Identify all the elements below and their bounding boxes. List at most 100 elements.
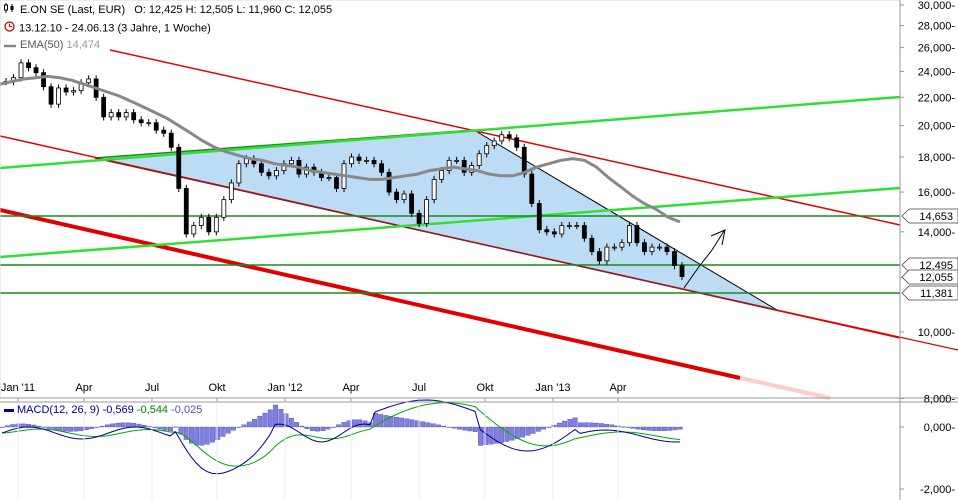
macd-histogram-bar — [89, 426, 94, 429]
upper-red-channel — [109, 49, 901, 226]
macd-histogram-bar — [41, 426, 47, 428]
macd-name: MACD(12, 26, 9) — [17, 404, 100, 416]
candle-body — [627, 225, 632, 244]
candle-body — [491, 140, 497, 147]
candle-body — [506, 134, 512, 139]
candle-body — [273, 170, 279, 177]
candle-icon — [4, 3, 16, 17]
macd-histogram-bar — [478, 426, 483, 446]
macd-histogram-bar — [577, 422, 583, 428]
price-label-text: 14,653 — [919, 211, 953, 223]
candle-body — [649, 246, 655, 253]
ema-label: EMA(50) — [20, 39, 64, 51]
macd-histogram-bar — [551, 424, 557, 428]
y-tick-label: 10,000- — [918, 327, 956, 339]
macd-histogram-bar — [530, 426, 536, 434]
lower-red-channel-ext — [776, 309, 958, 351]
macd-histogram-bar — [399, 417, 405, 428]
price-label-text: 12,055 — [919, 272, 953, 284]
macd-histogram-bar — [194, 426, 200, 446]
candle-body — [258, 163, 264, 173]
macd-histogram-bar — [677, 426, 683, 430]
legend-ema: EMA(50) 14,474 — [4, 38, 100, 52]
candle-body — [574, 225, 580, 227]
macd-histogram-bar — [183, 426, 189, 440]
x-tick-label: Jul — [412, 382, 426, 394]
candle-body — [41, 72, 46, 88]
macd-main-line — [1, 399, 681, 475]
y-tick-label: 20,000- — [918, 121, 956, 133]
candle-body — [416, 212, 422, 224]
chart-title: E.ON SE (Last, EUR) — [20, 4, 126, 16]
candle-body — [431, 178, 437, 201]
macd-histogram-bar — [488, 426, 494, 445]
x-tick-label: Apr — [75, 382, 92, 394]
y-tick-label: 14,000- — [918, 227, 956, 239]
candle-body — [394, 191, 399, 201]
macd-histogram-bar — [441, 425, 447, 428]
macd-histogram-bar — [614, 425, 620, 428]
macd-histogram-bar — [556, 422, 562, 428]
ema-line — [0, 74, 681, 224]
macd-histogram-bar — [462, 426, 468, 431]
macd-histogram-bar — [204, 426, 210, 445]
macd-histogram-bar — [125, 422, 131, 428]
macd-panel — [0, 399, 683, 475]
macd-histogram-bar — [451, 426, 457, 429]
macd-histogram-bar — [357, 419, 363, 428]
macd-histogram-bar — [583, 422, 589, 428]
macd-histogram-bar — [409, 419, 415, 428]
macd-histogram-bar — [36, 425, 42, 428]
candle-body — [521, 146, 527, 175]
candle-body — [604, 246, 610, 262]
y-tick-label: 16,000- — [918, 187, 956, 199]
macd-histogram-bar — [525, 426, 531, 436]
candle-body — [581, 225, 587, 239]
macd-histogram-bar — [599, 423, 604, 428]
candle-body — [454, 159, 460, 162]
candle-body — [379, 163, 384, 173]
macd-histogram-bar — [278, 409, 284, 428]
macd-histogram-bar — [388, 416, 394, 428]
macd-histogram-bar — [162, 426, 168, 431]
y-tick-label: 22,000- — [918, 92, 956, 104]
macd-histogram-bar — [425, 422, 431, 428]
candle-body — [634, 225, 640, 244]
candle-body — [439, 170, 445, 180]
candle-body — [56, 87, 61, 105]
candle-body — [123, 112, 129, 118]
ohlc-values: O: 12,425 H: 12,505 L: 11,960 C: 12,055 — [134, 4, 333, 16]
macd-value-2: -0,544 — [136, 404, 169, 416]
clock-icon — [4, 21, 15, 36]
macd-histogram-bar — [641, 426, 646, 431]
macd-histogram-bar — [294, 422, 299, 428]
macd-histogram-bar — [115, 422, 121, 428]
macd-histogram-bar — [52, 426, 58, 430]
macd-histogram-bar — [656, 426, 662, 431]
x-tick-label: Apr — [609, 382, 626, 394]
macd-histogram-bar — [330, 426, 336, 428]
macd-histogram-bar — [57, 426, 63, 431]
macd-histogram-bar — [383, 415, 389, 428]
candle-body — [596, 251, 602, 262]
macd-signal-line — [1, 402, 681, 467]
macd-tick-label: 0,000- — [924, 422, 956, 434]
macd-histogram-bar — [173, 426, 179, 428]
y-tick-label: 8,000- — [924, 393, 956, 405]
candle-body — [356, 156, 362, 161]
candle-body — [364, 159, 369, 162]
candle-body — [206, 216, 212, 233]
trend-lines — [0, 49, 958, 400]
y-tick-label: 24,000- — [918, 66, 956, 78]
macd-histogram-bar — [94, 426, 100, 428]
macd-histogram-bar — [273, 404, 278, 428]
candle-body — [672, 251, 677, 266]
x-tick-label: Jan '13 — [535, 382, 570, 394]
candle-body — [183, 188, 189, 235]
macd-histogram-bar — [341, 422, 347, 428]
candle-body — [551, 231, 557, 235]
candle-body — [86, 78, 92, 84]
macd-histogram-bar — [73, 426, 79, 432]
macd-histogram-bar — [667, 426, 673, 431]
